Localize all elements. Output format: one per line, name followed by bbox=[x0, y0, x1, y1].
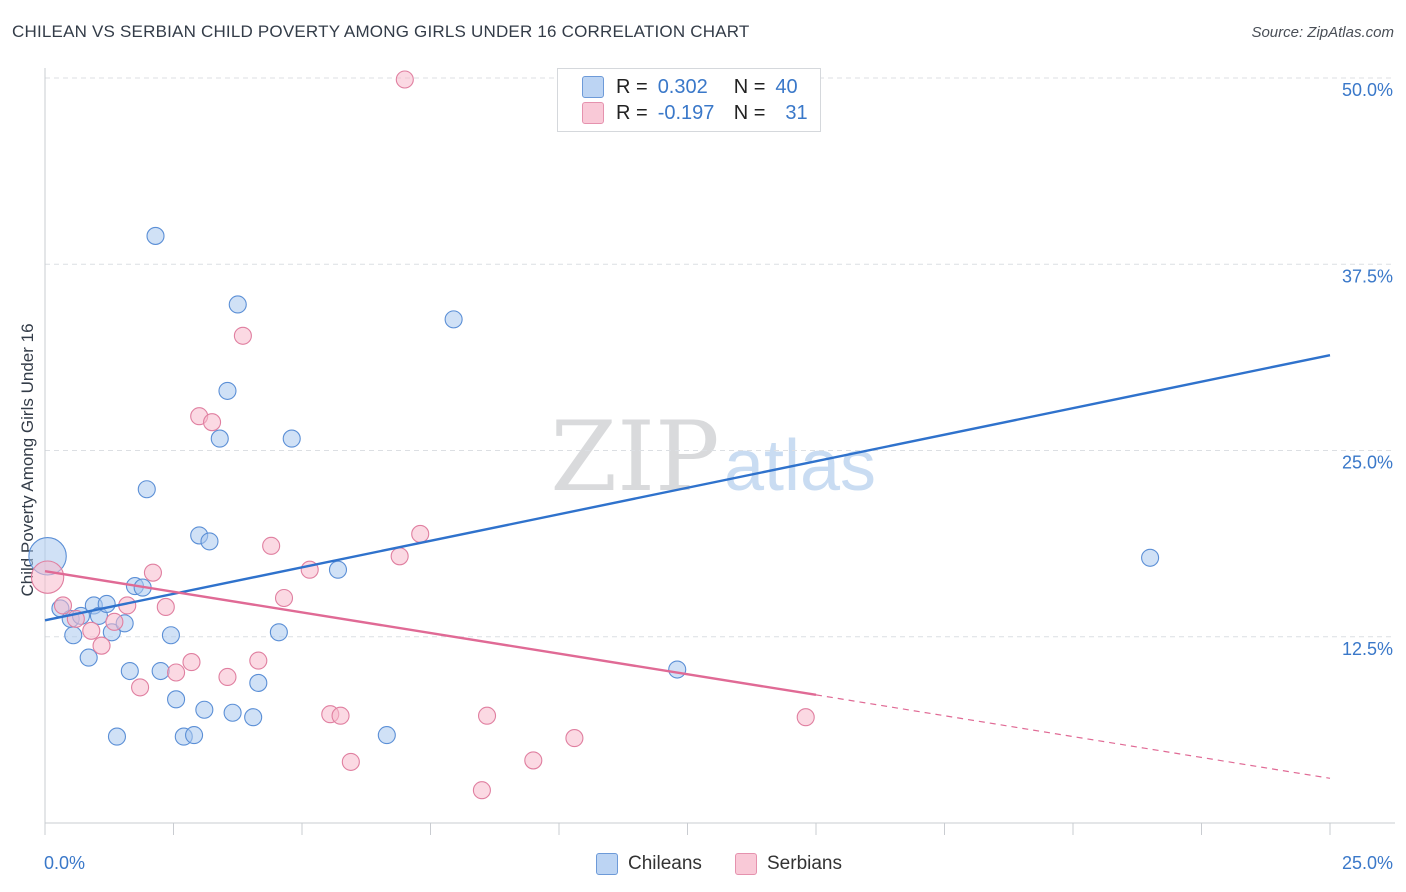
y-tick-label: 37.5% bbox=[1342, 266, 1393, 286]
legend-n-value: 31 bbox=[785, 101, 808, 124]
chilean-point bbox=[668, 660, 687, 679]
serbian-point bbox=[796, 708, 815, 727]
serbians-swatch bbox=[582, 102, 604, 124]
chilean-point bbox=[137, 480, 156, 499]
serbian-point bbox=[30, 560, 65, 594]
chilean-point bbox=[328, 560, 348, 579]
chilean-point bbox=[218, 381, 237, 400]
chilean-point bbox=[79, 648, 98, 667]
chileans-label: Chileans bbox=[628, 853, 702, 874]
chilean-point bbox=[64, 626, 83, 645]
chileans-swatch bbox=[582, 76, 604, 98]
chart-title: CHILEAN VS SERBIAN CHILD POVERTY AMONG G… bbox=[12, 22, 750, 41]
serbians-trend-extension bbox=[815, 694, 1331, 779]
serbian-point bbox=[233, 326, 252, 345]
chilean-point bbox=[195, 700, 214, 719]
serbian-point bbox=[411, 524, 430, 543]
legend-n-label: N = bbox=[733, 75, 766, 98]
serbian-point bbox=[395, 70, 414, 89]
serbian-point bbox=[262, 536, 281, 555]
serbian-point bbox=[477, 706, 497, 725]
chilean-point bbox=[377, 726, 396, 745]
watermark-atlas: atlas bbox=[724, 426, 876, 506]
chilean-point bbox=[210, 429, 229, 448]
chilean-point bbox=[200, 532, 219, 551]
chilean-point bbox=[269, 623, 288, 642]
chilean-point bbox=[120, 661, 139, 681]
x-tick-label: 25.0% bbox=[1342, 853, 1393, 873]
chilean-point bbox=[1141, 548, 1160, 567]
y-tick-label: 50.0% bbox=[1342, 80, 1393, 100]
legend-n-value: 40 bbox=[775, 75, 798, 98]
chileans-swatch bbox=[596, 853, 618, 875]
serbian-point bbox=[218, 667, 237, 687]
legend-row-chileans: R = 0.302 N = 40 bbox=[582, 75, 798, 99]
serbians-trend-line bbox=[44, 570, 817, 697]
serbians-swatch bbox=[735, 853, 757, 875]
correlation-legend: R = 0.302 N = 40 R = -0.197 N = 31 bbox=[557, 68, 821, 132]
chilean-point bbox=[151, 661, 170, 681]
serbian-point bbox=[341, 752, 360, 771]
y-tick-label: 25.0% bbox=[1342, 453, 1393, 473]
legend-row-serbians: R = -0.197 N = 31 bbox=[582, 101, 808, 125]
serbian-point bbox=[203, 413, 222, 432]
serbian-point bbox=[131, 678, 150, 697]
chilean-point bbox=[282, 429, 301, 448]
legend-r-label: R = bbox=[616, 101, 648, 124]
serbian-point bbox=[143, 563, 162, 582]
chilean-point bbox=[107, 727, 127, 746]
bottom-legend-chileans: Chileans bbox=[596, 850, 702, 878]
serbian-point bbox=[331, 706, 350, 725]
watermark-zip: ZIP bbox=[550, 401, 719, 513]
serbian-point bbox=[105, 612, 124, 631]
y-tick-label: 12.5% bbox=[1342, 639, 1393, 659]
serbian-point bbox=[156, 597, 175, 617]
serbian-point bbox=[565, 729, 584, 748]
serbian-point bbox=[92, 636, 111, 655]
chilean-point bbox=[249, 673, 268, 692]
serbian-point bbox=[182, 653, 201, 672]
legend-n-label: N = bbox=[733, 101, 766, 124]
serbian-point bbox=[249, 651, 268, 670]
legend-r-value: 0.302 bbox=[657, 75, 708, 98]
x-tick-label: 0.0% bbox=[44, 853, 85, 873]
serbian-point bbox=[390, 547, 409, 566]
chileans-trend-line bbox=[44, 353, 1331, 622]
serbian-point bbox=[472, 781, 491, 800]
serbian-point bbox=[53, 596, 73, 615]
chilean-point bbox=[223, 703, 242, 722]
serbian-point bbox=[82, 621, 101, 640]
chilean-point bbox=[444, 310, 463, 329]
serbian-point bbox=[167, 663, 186, 682]
chilean-point bbox=[167, 690, 186, 709]
source-label: Source: ZipAtlas.com bbox=[1251, 24, 1394, 41]
chilean-point bbox=[228, 295, 247, 314]
serbian-point bbox=[274, 588, 294, 608]
serbian-point bbox=[524, 751, 543, 770]
legend-r-label: R = bbox=[616, 75, 648, 98]
chilean-point bbox=[185, 726, 204, 745]
chilean-point bbox=[146, 226, 165, 245]
bottom-legend-serbians: Serbians bbox=[735, 850, 842, 878]
chilean-point bbox=[244, 708, 263, 727]
serbians-label: Serbians bbox=[767, 853, 842, 874]
chilean-point bbox=[161, 626, 180, 645]
legend-r-value: -0.197 bbox=[657, 101, 715, 124]
